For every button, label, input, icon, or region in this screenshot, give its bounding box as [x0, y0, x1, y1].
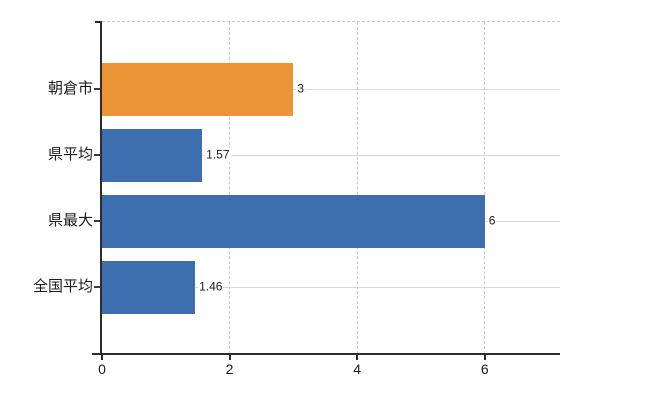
y-axis-tick: [94, 88, 101, 90]
x-axis-tick: [101, 354, 103, 360]
bar: [102, 194, 485, 248]
y-axis-tick: [94, 154, 101, 156]
x-axis-tick-label: 0: [98, 361, 106, 377]
y-axis-category-label: 朝倉市: [47, 80, 93, 97]
bar: [102, 128, 203, 182]
horizontal-gridline: [102, 154, 560, 156]
x-axis-tick-label: 6: [480, 361, 489, 377]
y-axis-line: [100, 22, 102, 354]
vertical-gridline: [229, 22, 231, 354]
bar-value-label: 6: [487, 213, 497, 229]
plot-top-dashed-border: [102, 21, 560, 22]
y-axis-tick: [94, 286, 101, 288]
bar-value-label: 3: [296, 81, 306, 97]
x-axis-tick-label: 4: [353, 361, 362, 377]
y-axis-top-tick: [95, 21, 102, 23]
y-axis-tick: [94, 220, 101, 222]
x-axis-tick-label: 2: [225, 361, 234, 377]
vertical-gridline: [484, 22, 486, 354]
plot-area: 3 1.57 6 1.46: [102, 22, 560, 354]
horizontal-gridline: [102, 88, 560, 90]
horizontal-gridline: [102, 286, 560, 288]
vertical-gridline: [356, 22, 358, 354]
y-axis-category-label: 県平均: [47, 146, 93, 163]
x-axis-tick: [483, 354, 486, 360]
bar: [102, 62, 294, 116]
x-axis-tick: [356, 354, 359, 360]
bar-value-label: 1.57: [205, 147, 231, 163]
bar: [102, 260, 196, 314]
x-axis-line: [92, 353, 560, 355]
y-axis-category-label: 全国平均: [32, 278, 93, 295]
y-axis-category-label: 県最大: [47, 212, 93, 229]
x-axis-tick: [228, 354, 231, 360]
bar-value-label: 1.46: [198, 279, 224, 295]
